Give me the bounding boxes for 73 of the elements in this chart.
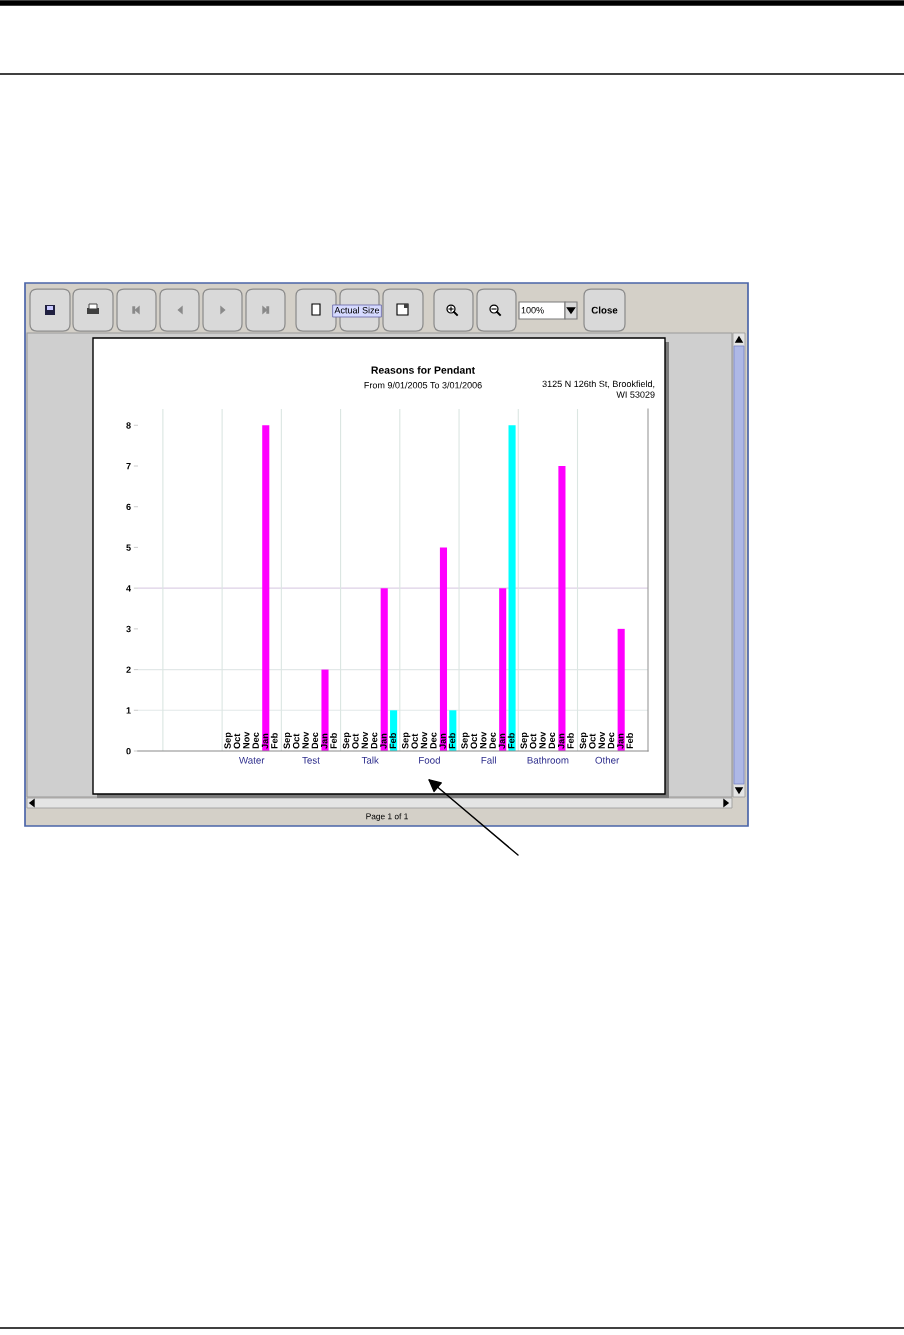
bar <box>499 588 507 751</box>
text: Sep <box>520 732 529 749</box>
series-label: Jan <box>261 733 269 749</box>
text: Page 1 of 1 <box>366 813 408 821</box>
text: Sep <box>402 732 411 749</box>
text: 100% <box>521 307 544 314</box>
text: Jan <box>558 733 565 749</box>
text: Oct <box>411 733 418 749</box>
x-tick-label: Bathroom <box>527 756 569 764</box>
bar <box>617 628 625 751</box>
x-tick-label: Test <box>302 756 320 764</box>
text: Nov <box>243 731 250 749</box>
text: 3125 N 126th St, Brookfield, WI 53029 <box>542 380 655 398</box>
text: Sep <box>224 732 233 749</box>
x-tick-label: Talk <box>361 756 379 764</box>
text: Oct <box>233 733 241 749</box>
text: Nov <box>302 731 309 749</box>
text: Nov <box>420 731 428 749</box>
text: Dec <box>548 732 556 749</box>
series-label: Feb <box>448 733 456 749</box>
text: Sep <box>342 732 352 749</box>
text: Actual Size <box>334 306 380 314</box>
text: Sep <box>461 732 470 749</box>
bar <box>439 547 448 751</box>
y-tick-label: 3 <box>126 625 131 633</box>
bar <box>558 466 566 751</box>
chart-title: Reasons for Pendant <box>371 366 475 374</box>
text: Feb <box>330 733 337 749</box>
text: Oct <box>470 733 478 749</box>
text: Nov <box>361 731 368 749</box>
text: Dec <box>311 732 319 749</box>
text: Dec <box>430 732 437 749</box>
text: Nov <box>539 731 546 749</box>
text: Sep <box>283 732 292 749</box>
text: Feb <box>507 733 515 749</box>
text: Sep <box>579 732 588 749</box>
text: Nov <box>598 731 605 749</box>
text: Jan <box>380 733 387 749</box>
text: Feb <box>626 733 633 749</box>
bar <box>321 669 329 751</box>
text: Jan <box>439 733 446 749</box>
x-tick-label: Other <box>595 756 620 764</box>
x-tick-label: Fall <box>481 756 496 764</box>
chart-subtitle: From 9/01/2005 To 3/01/2006 <box>364 381 482 389</box>
x-tick-label: Water <box>238 756 265 764</box>
text: Oct <box>589 733 596 749</box>
text: Jan <box>321 733 328 749</box>
text: Dec <box>607 732 615 749</box>
bar <box>508 425 516 751</box>
text: Dec <box>370 732 378 749</box>
text: Jan <box>617 733 624 749</box>
y-tick-label: 4 <box>126 585 132 592</box>
bar <box>380 588 388 751</box>
y-tick-label: 6 <box>126 503 131 511</box>
text: Close <box>591 306 618 314</box>
text: Feb <box>567 733 574 749</box>
y-tick-label: 8 <box>126 422 131 429</box>
y-tick-label: 0 <box>126 747 131 755</box>
text: Oct <box>292 733 300 749</box>
text: Nov <box>480 731 487 749</box>
text: Jan <box>498 733 506 749</box>
text: Dec <box>252 732 259 749</box>
text: Feb <box>389 733 397 749</box>
text: Oct <box>529 733 537 749</box>
text: Feb <box>270 733 278 749</box>
text: Oct <box>352 733 359 749</box>
text: Dec <box>489 732 496 749</box>
bar <box>262 425 270 751</box>
y-tick-label: 1 <box>126 707 131 714</box>
y-tick-label: 2 <box>126 666 131 673</box>
x-tick-label: Food <box>419 756 440 764</box>
y-tick-label: 7 <box>126 463 131 470</box>
y-tick-label: 5 <box>126 544 131 551</box>
